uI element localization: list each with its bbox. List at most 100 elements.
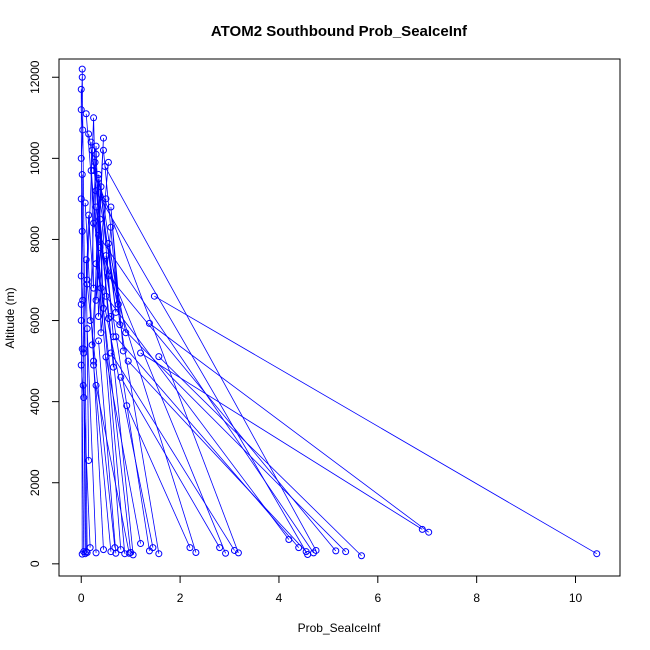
data-point xyxy=(90,114,98,122)
data-point xyxy=(186,544,194,552)
series-line xyxy=(126,405,191,548)
data-point xyxy=(79,296,87,304)
data-point xyxy=(230,546,238,554)
y-tick-label: 6000 xyxy=(28,307,42,334)
series-line xyxy=(108,275,337,552)
data-point xyxy=(77,106,85,114)
data-point xyxy=(78,65,86,73)
data-point xyxy=(192,548,200,556)
series-1 xyxy=(145,319,433,536)
data-point xyxy=(80,349,88,357)
data-point xyxy=(99,134,107,142)
data-point xyxy=(418,525,426,533)
series-line xyxy=(110,352,235,551)
data-point xyxy=(95,337,103,345)
data-point xyxy=(78,171,86,179)
series-line xyxy=(95,190,308,555)
series-line xyxy=(93,170,239,554)
series-line xyxy=(86,117,107,317)
data-point xyxy=(86,317,94,325)
data-point xyxy=(90,284,98,292)
x-tick-label: 0 xyxy=(78,591,85,605)
data-point xyxy=(222,549,230,557)
data-point xyxy=(97,183,105,191)
data-point xyxy=(88,341,96,349)
series-line xyxy=(94,162,114,368)
data-point xyxy=(124,357,132,365)
data-point xyxy=(111,544,119,552)
series-line xyxy=(80,77,84,159)
data-point xyxy=(99,304,107,312)
data-point xyxy=(92,150,100,158)
data-point xyxy=(78,345,86,353)
data-point xyxy=(104,315,112,323)
data-point xyxy=(78,227,86,235)
y-axis-label: Altitude (m) xyxy=(3,287,17,348)
x-tick-label: 10 xyxy=(569,591,583,605)
data-point xyxy=(122,329,130,337)
data-point xyxy=(137,540,145,548)
x-tick-label: 4 xyxy=(276,591,283,605)
data-point xyxy=(85,211,93,219)
data-point xyxy=(295,544,303,552)
y-tick-label: 8000 xyxy=(28,226,42,253)
data-point xyxy=(116,321,124,329)
series-line xyxy=(80,198,84,301)
y-tick-label: 12000 xyxy=(28,60,42,94)
series-line xyxy=(103,150,124,351)
data-point xyxy=(155,550,163,558)
series-line xyxy=(98,340,117,554)
data-point xyxy=(125,549,133,557)
series-line xyxy=(127,360,307,552)
series-line xyxy=(140,352,423,530)
data-point xyxy=(119,347,127,355)
data-point xyxy=(95,312,103,320)
series-46 xyxy=(99,146,127,355)
data-point xyxy=(80,548,88,556)
data-point xyxy=(92,142,100,150)
series-line xyxy=(100,288,132,553)
series-line xyxy=(86,328,97,553)
series-3 xyxy=(155,353,365,560)
data-point xyxy=(95,171,103,179)
data-point xyxy=(97,329,105,337)
data-point xyxy=(145,547,153,555)
data-point xyxy=(96,215,104,223)
series-line xyxy=(98,235,314,554)
data-point xyxy=(358,552,365,560)
series-38 xyxy=(82,256,93,464)
series-line xyxy=(120,377,220,548)
data-point xyxy=(285,536,293,544)
data-point xyxy=(91,158,99,166)
data-point xyxy=(77,85,85,93)
data-point xyxy=(425,528,433,536)
data-point xyxy=(77,272,85,280)
series-layer xyxy=(77,65,601,560)
data-point xyxy=(117,546,125,554)
data-point xyxy=(82,548,90,556)
data-point xyxy=(104,240,112,247)
data-point xyxy=(82,256,90,264)
series-line xyxy=(83,348,87,552)
data-point xyxy=(121,550,129,558)
series-line xyxy=(93,365,112,552)
data-point xyxy=(79,126,87,134)
data-point xyxy=(85,130,93,138)
series-line xyxy=(95,206,150,551)
data-point xyxy=(80,394,88,402)
data-point xyxy=(145,319,153,327)
data-point xyxy=(155,353,163,361)
series-line xyxy=(93,223,197,553)
series-48 xyxy=(77,73,87,162)
data-point xyxy=(92,549,100,557)
data-point xyxy=(85,456,93,464)
data-point xyxy=(92,296,100,304)
series-line xyxy=(158,356,362,557)
data-point xyxy=(109,363,117,371)
data-point xyxy=(342,548,350,556)
data-point xyxy=(83,276,91,284)
data-point xyxy=(117,373,125,381)
x-tick-label: 6 xyxy=(374,591,381,605)
